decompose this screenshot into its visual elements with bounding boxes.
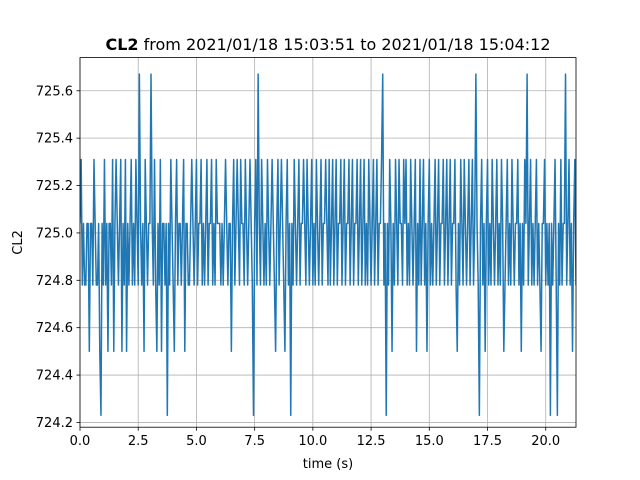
y-axis-ticks: 724.2 724.4 724.6 724.8 725.0 725.2 725.4 725.6 [36, 84, 80, 431]
x-tick-label: 5.0 [186, 434, 207, 449]
y-axis-label: CL2 [11, 230, 26, 255]
x-axis-ticks: 0.0 2.5 5.0 7.5 10.0 12.5 15.0 17.5 20.0 [70, 427, 560, 449]
x-tick-label: 15.0 [415, 434, 444, 449]
y-tick-label: 724.6 [36, 321, 73, 336]
x-tick-label: 0.0 [70, 434, 91, 449]
y-tick-label: 725.0 [36, 226, 73, 241]
x-tick-label: 10.0 [298, 434, 327, 449]
x-tick-label: 17.5 [473, 434, 502, 449]
plot-frame [79, 57, 577, 428]
y-tick-label: 725.2 [36, 179, 73, 194]
y-tick-label: 724.2 [36, 416, 73, 431]
y-tick-label: 724.4 [36, 369, 73, 384]
x-tick-label: 12.5 [357, 434, 386, 449]
chart-title: CL2 from 2021/01/18 15:03:51 to 2021/01/… [105, 35, 550, 54]
y-tick-label: 725.6 [36, 84, 73, 99]
x-tick-label: 20.0 [531, 434, 560, 449]
chart-title-rest: from 2021/01/18 15:03:51 to 2021/01/18 1… [139, 35, 551, 54]
x-tick-label: 7.5 [244, 434, 265, 449]
series-layer [80, 73, 576, 417]
x-axis-label: time (s) [303, 457, 353, 472]
y-tick-label: 725.4 [36, 132, 73, 147]
series-line [80, 73, 576, 417]
chart-title-bold: CL2 [105, 35, 138, 54]
x-tick-label: 2.5 [128, 434, 149, 449]
y-tick-label: 724.8 [36, 274, 73, 289]
